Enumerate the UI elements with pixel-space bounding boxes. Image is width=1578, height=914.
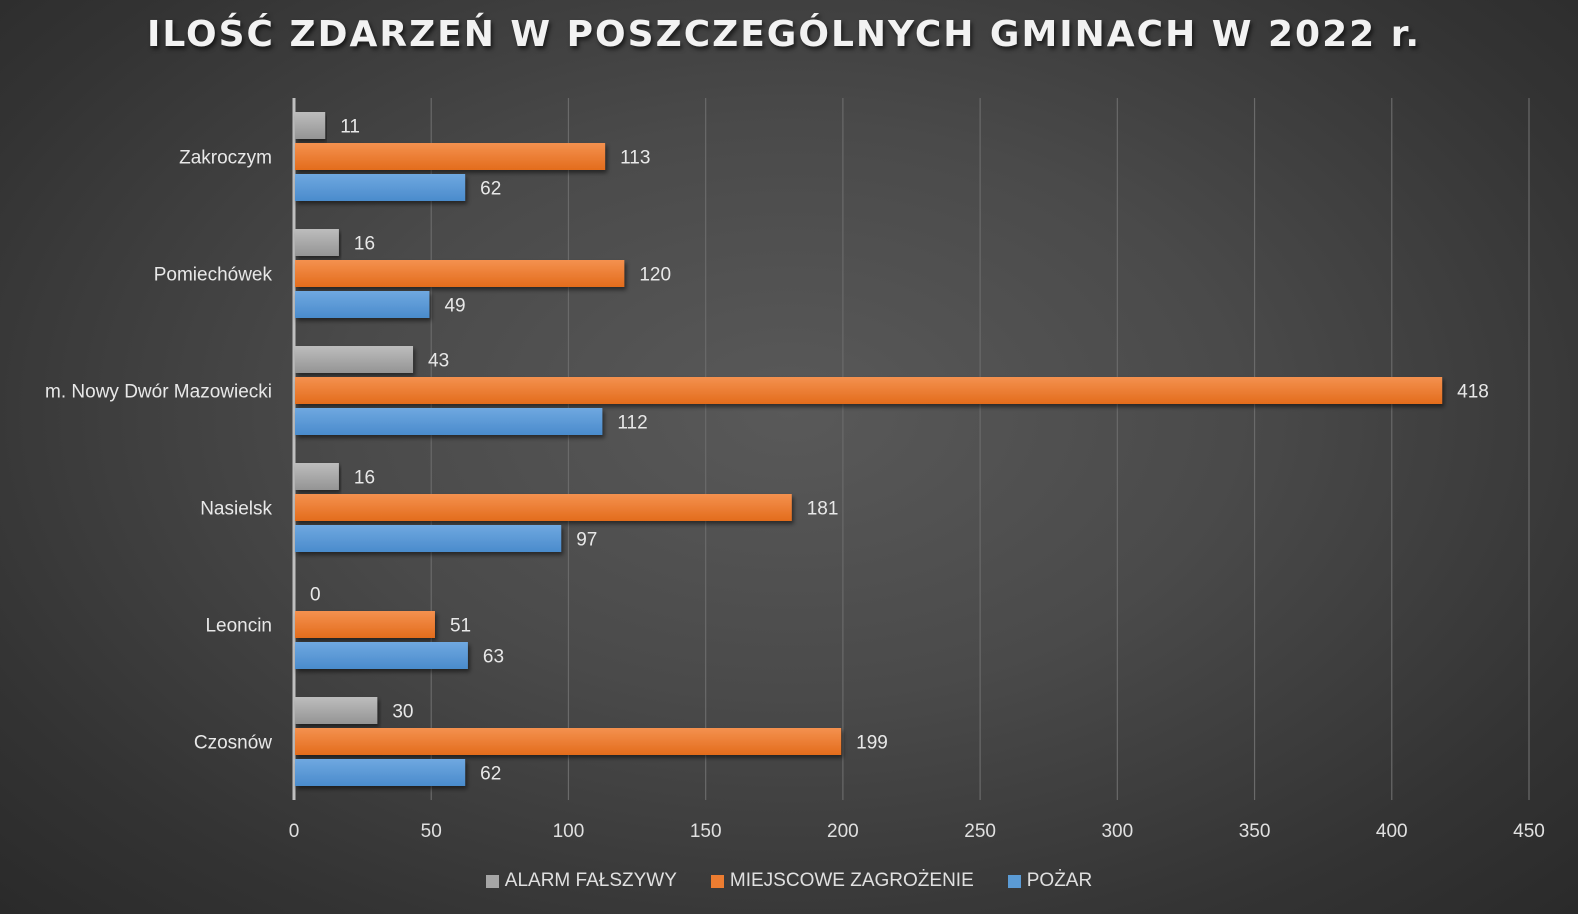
bar-pożar <box>295 525 562 552</box>
category-label: Zakroczym <box>179 148 272 169</box>
legend-swatch <box>1007 874 1021 888</box>
legend-label: POŻAR <box>1026 870 1093 891</box>
data-label: 51 <box>450 616 471 637</box>
legend-swatch <box>710 874 724 888</box>
bar-miejscowe-zagrożenie <box>295 377 1443 404</box>
chart-title: ILOŚĆ ZDARZEŃ W POSZCZEGÓLNYCH GMINACH W… <box>146 14 1422 55</box>
bar-pożar <box>295 174 466 201</box>
bar-pożar <box>295 291 430 318</box>
x-tick-label: 0 <box>289 821 300 842</box>
category-label: Czosnów <box>194 733 272 754</box>
data-label: 120 <box>639 265 671 286</box>
category-label: Pomiechówek <box>154 265 273 286</box>
data-label: 113 <box>620 148 650 169</box>
x-tick-label: 200 <box>827 821 859 842</box>
x-tick-label: 150 <box>690 821 722 842</box>
x-tick-label: 350 <box>1239 821 1271 842</box>
bar-miejscowe-zagrożenie <box>295 260 625 287</box>
data-label: 97 <box>576 530 597 551</box>
bar-miejscowe-zagrożenie <box>295 611 435 638</box>
bar-pożar <box>295 408 603 435</box>
category-label: m. Nowy Dwór Mazowiecki <box>45 382 272 403</box>
bar-pożar <box>295 759 466 786</box>
bar-miejscowe-zagrożenie <box>295 728 842 755</box>
x-tick-label: 50 <box>421 821 442 842</box>
data-label: 11 <box>340 117 360 138</box>
data-label: 199 <box>856 733 888 754</box>
data-label: 49 <box>444 296 465 317</box>
bar-alarm-fałszywy <box>295 463 339 490</box>
data-label: 0 <box>310 585 321 606</box>
category-label: Nasielsk <box>200 499 272 520</box>
bar-alarm-fałszywy <box>295 346 414 373</box>
data-label: 30 <box>392 702 413 723</box>
bar-miejscowe-zagrożenie <box>295 143 606 170</box>
category-label: Leoncin <box>205 616 272 637</box>
bar-miejscowe-zagrożenie <box>295 494 792 521</box>
data-label: 43 <box>428 351 449 372</box>
data-label: 62 <box>480 179 501 200</box>
plot-area: 0 50 100 150 200 250 300 350 400 450Zakroczym1111… <box>45 98 1545 842</box>
data-label: 62 <box>480 764 501 785</box>
legend-label: ALARM FAŁSZYWY <box>504 870 677 891</box>
data-label: 112 <box>617 413 647 434</box>
data-label: 16 <box>354 468 375 489</box>
bar-alarm-fałszywy <box>295 697 378 724</box>
legend-label: MIEJSCOWE ZAGROŻENIE <box>729 870 974 891</box>
data-label: 63 <box>483 647 504 668</box>
data-label: 16 <box>354 234 375 255</box>
x-tick-label: 300 <box>1101 821 1133 842</box>
x-tick-label: 100 <box>553 821 585 842</box>
bar-alarm-fałszywy <box>295 112 326 139</box>
x-tick-label: 450 <box>1513 821 1545 842</box>
legend-item: ALARM FAŁSZYWY <box>485 870 677 892</box>
data-label: 181 <box>807 499 839 520</box>
legend-item: POŻAR <box>1007 870 1093 892</box>
bar-alarm-fałszywy <box>295 229 339 256</box>
bar-pożar <box>295 642 468 669</box>
legend-swatch <box>485 874 499 888</box>
x-tick-label: 250 <box>964 821 996 842</box>
legend: ALARM FAŁSZYWY MIEJSCOWE ZAGROŻENIE POŻAR <box>0 870 1578 892</box>
x-tick-label: 400 <box>1376 821 1408 842</box>
data-label: 418 <box>1457 382 1489 403</box>
legend-item: MIEJSCOWE ZAGROŻENIE <box>710 870 974 892</box>
